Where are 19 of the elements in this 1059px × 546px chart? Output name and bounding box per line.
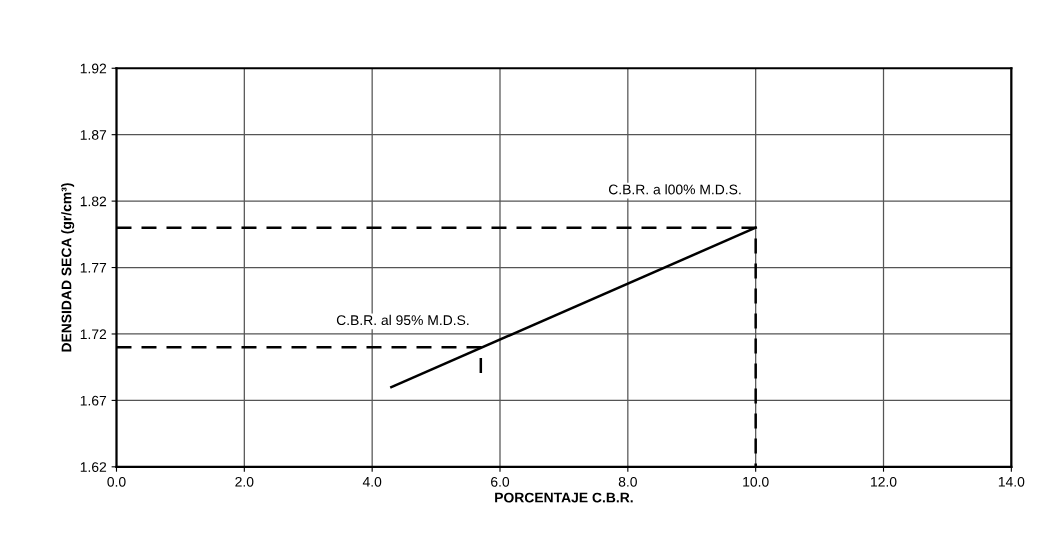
y-tick-label: 1.62 (80, 462, 107, 472)
y-axis-title: DENSIDAD SECA (gr/cm³) (61, 183, 75, 352)
x-tick-label: 2.0 (235, 476, 254, 487)
y-tick-label: 1.82 (80, 196, 107, 207)
x-tick-label: 8.0 (618, 476, 637, 487)
x-tick-label: 4.0 (362, 476, 382, 487)
y-tick-label: 1.87 (80, 130, 107, 140)
x-axis-title: PORCENTAJE C.B.R. (495, 492, 633, 503)
annotation: C.B.R. a l00% M.D.S. (608, 184, 741, 195)
y-tick-label: 1.67 (80, 395, 107, 406)
x-tick-label: 0.0 (107, 476, 126, 487)
x-tick-label: 6.0 (491, 476, 510, 487)
x-tick-label: 14.0 (998, 476, 1025, 487)
y-tick-label: 1.92 (80, 63, 107, 74)
y-tick-label: 1.77 (80, 263, 107, 273)
x-tick-label: 12.0 (871, 476, 897, 487)
y-tick-label: 1.72 (80, 329, 107, 339)
annotation: C.B.R. al 95% M.D.S. (336, 314, 469, 326)
x-tick-label: 10.0 (743, 476, 769, 487)
